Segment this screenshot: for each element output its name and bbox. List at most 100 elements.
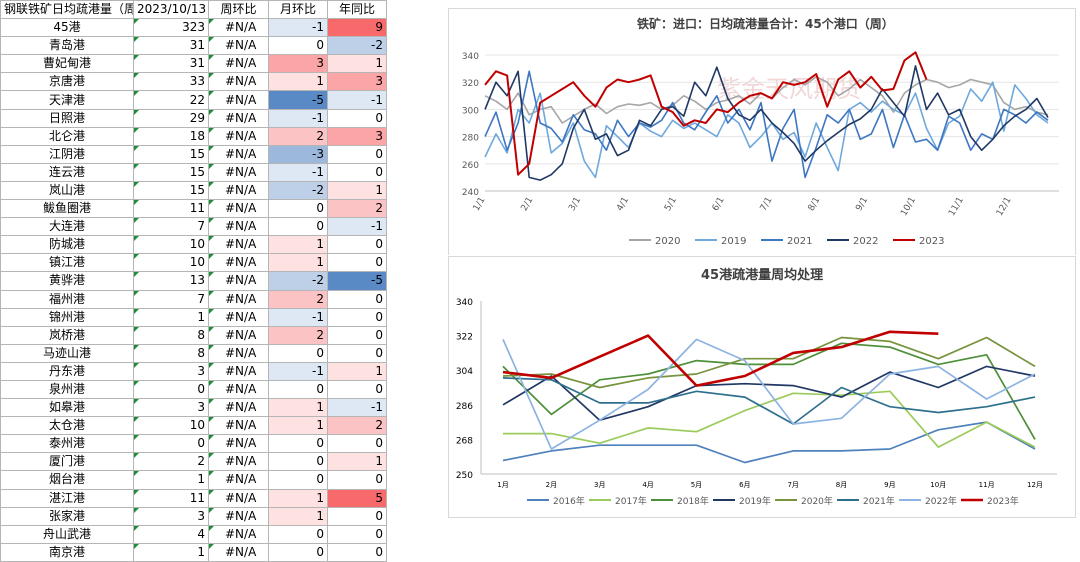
yoy-cell: 0 — [327, 434, 387, 454]
yoy-cell: 1 — [327, 452, 387, 472]
port-data-table: 钢联铁矿日均疏港量（周） 2023/10/13 周环比 月环比 年同比 45港3… — [0, 0, 387, 562]
table-row: 北仑港 18 #N/A 2 3 — [0, 126, 387, 146]
chart2-x-tick-label: 5月 — [691, 481, 702, 489]
chart1-x-tick-label: 2/1 — [520, 196, 536, 214]
mom-cell: -1 — [268, 307, 328, 327]
mom-cell: 0 — [268, 379, 328, 400]
yoy-cell: 9 — [327, 18, 387, 38]
table-row: 黄骅港 13 #N/A -2 -5 — [0, 271, 387, 291]
table-row: 张家港 3 #N/A 1 0 — [0, 506, 387, 526]
value-cell: 10 — [133, 416, 209, 436]
chart2-y-tick-label: 250 — [456, 471, 473, 481]
yoy-cell: 0 — [327, 253, 387, 273]
value-cell: 4 — [133, 524, 209, 544]
port-cell: 如皋港 — [0, 398, 134, 418]
mom-cell: 0 — [268, 470, 328, 490]
port-cell: 厦门港 — [0, 452, 134, 472]
yoy-cell: 0 — [327, 542, 387, 562]
yoy-cell: 5 — [327, 488, 387, 508]
wow-cell: #N/A — [208, 108, 269, 128]
value-cell: 0 — [133, 379, 209, 400]
wow-cell: #N/A — [208, 416, 269, 436]
mom-cell: 2 — [268, 325, 328, 345]
port-cell: 太仓港 — [0, 416, 134, 436]
chart2-x-tick-label: 8月 — [836, 481, 847, 489]
chart1-series-line-2023 — [484, 51, 928, 176]
mom-cell: -1 — [268, 361, 328, 381]
port-cell: 江阴港 — [0, 144, 134, 164]
chart2-legend-label: 2020年 — [801, 495, 833, 507]
value-cell: 1 — [133, 307, 209, 327]
port-cell: 防城港 — [0, 235, 134, 255]
wow-cell: #N/A — [208, 434, 269, 454]
table-row: 烟台港 1 #N/A 0 0 — [0, 470, 387, 490]
chart2-legend-label: 2022年 — [925, 495, 957, 507]
chart2-x-tick-label: 1月 — [497, 481, 508, 489]
table-row: 镇江港 10 #N/A 1 0 — [0, 253, 387, 273]
wow-cell: #N/A — [208, 271, 269, 291]
table-row: 福州港 7 #N/A 2 0 — [0, 289, 387, 309]
yoy-cell: 0 — [327, 307, 387, 327]
wow-cell: #N/A — [208, 488, 269, 508]
chart1-x-tick-label: 11/1 — [947, 196, 966, 219]
port-cell: 岚桥港 — [0, 325, 134, 345]
wow-cell: #N/A — [208, 506, 269, 526]
header-wow: 周环比 — [208, 0, 269, 20]
chart1-x-tick-label: 7/1 — [759, 196, 775, 214]
yoy-cell: 1 — [327, 54, 387, 74]
value-cell: 33 — [133, 72, 209, 92]
value-cell: 15 — [133, 144, 209, 164]
chart1-y-tick-label: 280 — [462, 134, 479, 144]
chart1-legend-label: 2022 — [853, 236, 878, 247]
mom-cell: -2 — [268, 180, 328, 201]
table-row: 天津港 22 #N/A -5 -1 — [0, 90, 387, 110]
chart1-legend-label: 2019 — [721, 236, 746, 247]
port-cell: 京唐港 — [0, 72, 134, 92]
port-cell: 黄骅港 — [0, 271, 134, 291]
yoy-cell: -1 — [327, 217, 387, 237]
wow-cell: #N/A — [208, 452, 269, 472]
table-row: 45港 323 #N/A -1 9 — [0, 18, 387, 38]
value-cell: 31 — [133, 54, 209, 74]
wow-cell: #N/A — [208, 253, 269, 273]
yoy-cell: 2 — [327, 199, 387, 219]
mom-cell: 0 — [268, 452, 328, 472]
mom-cell: 0 — [268, 524, 328, 544]
mom-cell: 0 — [268, 542, 328, 562]
mom-cell: -5 — [268, 90, 328, 110]
value-cell: 22 — [133, 90, 209, 110]
wow-cell: #N/A — [208, 36, 269, 56]
port-cell: 湛江港 — [0, 488, 134, 508]
chart2-y-tick-label: 304 — [456, 367, 473, 377]
chart2-x-tick-label: 9月 — [884, 481, 895, 489]
chart1-x-tick-label: 8/1 — [807, 196, 823, 214]
value-cell: 7 — [133, 289, 209, 309]
chart1-legend-label: 2020 — [655, 236, 680, 247]
chart2-series-line-2023年 — [502, 330, 939, 387]
chart2-x-tick-label: 4月 — [642, 481, 653, 489]
chart2-legend-label: 2021年 — [863, 495, 895, 507]
port-cell: 镇江港 — [0, 253, 134, 273]
mom-cell: 2 — [268, 289, 328, 309]
value-cell: 13 — [133, 271, 209, 291]
port-cell: 青岛港 — [0, 36, 134, 56]
port-cell: 日照港 — [0, 108, 134, 128]
chart1-y-tick-label: 340 — [462, 52, 479, 62]
table-row: 鲅鱼圈港 11 #N/A 0 2 — [0, 199, 387, 219]
mom-cell: 1 — [268, 488, 328, 508]
chart2-series-line-2016年 — [502, 421, 1036, 464]
port-cell: 锦州港 — [0, 307, 134, 327]
wow-cell: #N/A — [208, 144, 269, 164]
table-row: 南京港 1 #N/A 0 0 — [0, 542, 387, 562]
yoy-cell: -1 — [327, 90, 387, 110]
mom-cell: 1 — [268, 253, 328, 273]
chart1-x-tick-label: 10/1 — [899, 196, 918, 219]
chart1-y-tick-label: 300 — [462, 106, 479, 116]
table-row: 丹东港 3 #N/A -1 1 — [0, 361, 387, 381]
port-cell: 北仑港 — [0, 126, 134, 146]
chart1-x-tick-label: 4/1 — [615, 196, 631, 214]
yoy-cell: 0 — [327, 343, 387, 363]
wow-cell: #N/A — [208, 379, 269, 400]
wow-cell: #N/A — [208, 90, 269, 110]
port-cell: 丹东港 — [0, 361, 134, 381]
